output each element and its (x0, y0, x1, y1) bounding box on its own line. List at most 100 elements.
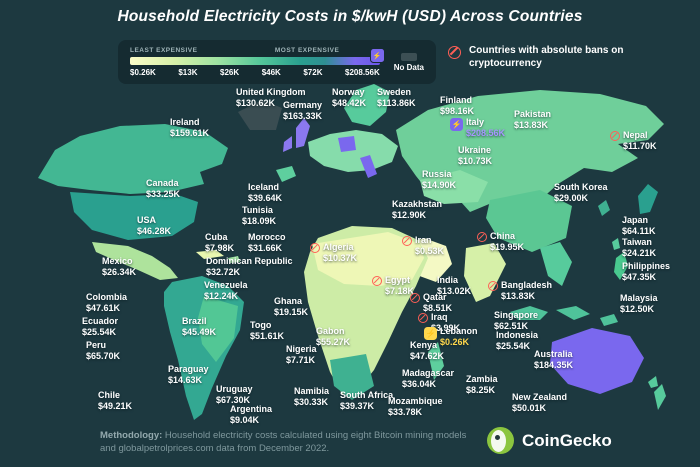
country-value: $50.01K (512, 402, 547, 413)
country-name: Chile (98, 390, 121, 400)
country-name: Uruguay (216, 384, 253, 394)
country-text: Sweden $113.86K (377, 87, 416, 109)
country-name: Cuba (205, 232, 228, 242)
country-name: China (490, 231, 516, 241)
crypto-ban-icon (372, 276, 382, 286)
country-text: Taiwan $24.21K (622, 237, 656, 259)
country-label: Iraq $3.99K (418, 312, 460, 334)
region-kazakhstan (420, 170, 488, 204)
methodology-label: Methodology: (100, 430, 163, 441)
country-text: Mozambique $33.78K (388, 396, 443, 418)
country-value: $8.25K (466, 384, 496, 395)
country-text: Kenya $47.62K (410, 340, 444, 362)
country-text: Pakistan $13.83K (514, 109, 551, 131)
country-label: ⚡ Lebanon $0.26K (424, 326, 478, 348)
country-label: Canada $33.25K (146, 178, 180, 200)
country-value: $3.99K (431, 322, 461, 333)
country-name: Morocco (248, 232, 286, 242)
country-name: Iraq (431, 312, 448, 322)
country-value: $13.83K (501, 290, 536, 301)
country-value: $8.51K (423, 302, 453, 313)
country-name: Singapore (494, 310, 539, 320)
country-name: Italy (466, 117, 485, 127)
country-name: Pakistan (514, 109, 552, 119)
region-indonesia-east (556, 306, 590, 320)
country-name: New Zealand (512, 392, 568, 402)
country-name: Iceland (248, 182, 280, 192)
country-label: Gabon $55.27K (316, 326, 350, 348)
country-text: Dominican Republic $32.72K (206, 256, 293, 278)
country-text: Tunisia $18.09K (242, 205, 276, 227)
country-label: Ghana $19.15K (274, 296, 308, 318)
country-label: Pakistan $13.83K (514, 109, 551, 131)
country-label: Bangladesh $13.83K (488, 280, 552, 302)
legend-extremes: LEAST EXPENSIVE MOST EXPENSIVE (130, 47, 380, 57)
country-text: Russia $14.90K (422, 169, 456, 191)
legend-panel: LEAST EXPENSIVE MOST EXPENSIVE ⚡ $0.26K … (118, 40, 436, 84)
country-name: India (437, 275, 459, 285)
region-se-asia (540, 242, 572, 286)
no-data-label: No Data (393, 62, 424, 72)
plug-icon: ⚡ (424, 327, 437, 340)
country-label: Germany $163.33K (283, 100, 322, 122)
country-value: $45.49K (182, 326, 217, 337)
country-value: $25.54K (82, 326, 117, 337)
legend-least-label: LEAST EXPENSIVE (130, 47, 198, 54)
country-text: Gabon $55.27K (316, 326, 350, 348)
country-text: Paraguay $14.63K (168, 364, 209, 386)
country-text: USA $46.28K (137, 215, 171, 237)
country-value: $184.35K (534, 359, 574, 370)
country-value: $0.53K (415, 245, 445, 256)
country-text: Togo $51.61K (250, 320, 284, 342)
country-name: United Kingdom (236, 87, 306, 97)
country-value: $12.90K (392, 209, 427, 220)
country-value: $14.90K (422, 179, 457, 190)
country-value: $0.26K (440, 336, 470, 347)
country-value: $39.64K (248, 192, 283, 203)
region-china (486, 190, 572, 252)
country-text: Argentina $9.04K (230, 404, 272, 426)
country-name: Philippines (622, 261, 671, 271)
country-text: Madagascar $36.04K (402, 368, 454, 390)
country-text: India $13.02K (437, 275, 471, 297)
country-label: Tunisia $18.09K (242, 205, 276, 227)
country-value: $13.83K (514, 119, 549, 130)
country-label: Norway $48.42K (332, 87, 366, 109)
country-value: $19.95K (490, 241, 525, 252)
country-name: Dominican Republic (206, 256, 293, 266)
country-label: Qatar $8.51K (410, 292, 452, 314)
country-value: $46.28K (137, 225, 172, 236)
country-name: Paraguay (168, 364, 209, 374)
country-value: $113.86K (377, 97, 416, 108)
no-data-swatch (400, 52, 417, 61)
crypto-ban-icon (610, 131, 620, 141)
region-europe (308, 130, 398, 172)
country-label: Dominican Republic $32.72K (206, 256, 293, 278)
region-madagascar (428, 342, 444, 380)
country-name: USA (137, 215, 157, 225)
country-text: Singapore $62.51K (494, 310, 538, 332)
country-name: Argentina (230, 404, 273, 414)
country-name: Peru (86, 340, 107, 350)
country-label: Kenya $47.62K (410, 340, 444, 362)
crypto-ban-icon (402, 236, 412, 246)
country-value: $51.61K (250, 330, 285, 341)
country-text: Philippines $47.35K (622, 261, 670, 283)
country-name: Mexico (102, 256, 133, 266)
country-text: Venezuela $12.24K (204, 280, 248, 302)
country-label: Australia $184.35K (534, 349, 573, 371)
country-label: Uruguay $67.30K (216, 384, 253, 406)
country-label: Egypt $7.18K (372, 275, 414, 297)
country-text: Iceland $39.64K (248, 182, 282, 204)
country-value: $10.73K (458, 155, 493, 166)
country-value: $11.70K (623, 140, 657, 151)
country-name: Australia (534, 349, 573, 359)
country-label: New Zealand $50.01K (512, 392, 567, 414)
country-value: $64.11K (622, 225, 656, 236)
country-name: Egypt (385, 275, 411, 285)
region-australia (550, 328, 644, 394)
country-text: Peru $65.70K (86, 340, 120, 362)
country-name: South Korea (554, 182, 608, 192)
region-north-africa (312, 232, 424, 286)
